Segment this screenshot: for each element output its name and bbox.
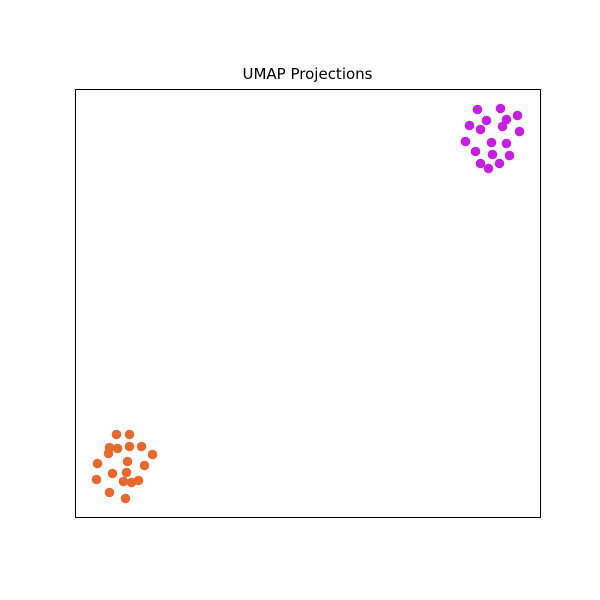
scatter-point: [495, 103, 506, 114]
scatter-point: [497, 121, 508, 132]
scatter-point: [472, 104, 483, 115]
scatter-point: [514, 126, 525, 137]
scatter-point: [136, 441, 147, 452]
scatter-point: [121, 467, 132, 478]
scatter-point: [487, 149, 498, 160]
scatter-point: [470, 146, 481, 157]
scatter-point: [494, 158, 505, 169]
scatter-point: [501, 114, 512, 125]
scatter-point: [124, 429, 135, 440]
scatter-point: [481, 115, 492, 126]
scatter-point: [133, 475, 144, 486]
scatter-point: [107, 468, 118, 479]
series-1: [460, 103, 525, 174]
scatter-point: [122, 456, 133, 467]
scatter-point: [464, 120, 475, 131]
scatter-point: [104, 487, 115, 498]
chart-title: UMAP Projections: [242, 65, 373, 83]
scatter-point: [118, 476, 129, 487]
scatter-point: [92, 458, 103, 469]
scatter-point: [501, 138, 512, 149]
scatter-point: [504, 150, 515, 161]
scatter-point: [486, 137, 497, 148]
series-0: [91, 429, 158, 504]
scatter-point: [124, 441, 135, 452]
scatter-point: [475, 158, 486, 169]
scatter-point: [139, 460, 150, 471]
scatter-point: [147, 449, 158, 460]
scatter-point: [112, 443, 123, 454]
scatter-point: [475, 124, 486, 135]
scatter-point: [111, 429, 122, 440]
plot-area-frame: [75, 89, 541, 518]
scatter-point: [120, 493, 131, 504]
scatter-point: [483, 163, 494, 174]
scatter-point: [91, 474, 102, 485]
scatter-point: [460, 136, 471, 147]
scatter-point: [512, 110, 523, 121]
points-layer: [91, 103, 525, 504]
scatter-point: [103, 448, 114, 459]
